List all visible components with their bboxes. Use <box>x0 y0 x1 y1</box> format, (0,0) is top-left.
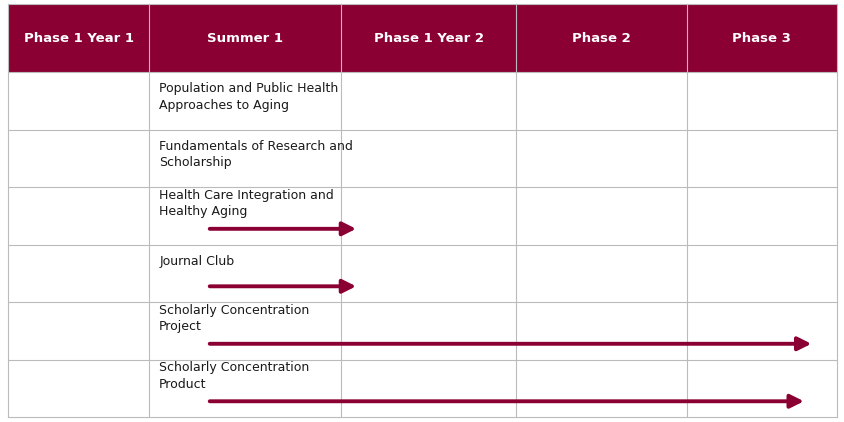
Text: Phase 3: Phase 3 <box>732 32 790 45</box>
Text: Phase 1 Year 2: Phase 1 Year 2 <box>373 32 484 45</box>
Text: Scholarly Concentration
Product: Scholarly Concentration Product <box>159 361 309 391</box>
Bar <box>8 130 836 187</box>
Text: Journal Club: Journal Club <box>159 254 234 268</box>
Bar <box>686 4 836 73</box>
Bar <box>149 4 341 73</box>
Text: Fundamentals of Research and
Scholarship: Fundamentals of Research and Scholarship <box>159 140 353 169</box>
Bar <box>341 4 516 73</box>
Bar <box>8 187 836 245</box>
Text: Population and Public Health
Approaches to Aging: Population and Public Health Approaches … <box>159 82 338 112</box>
Bar <box>8 303 836 360</box>
Text: Summer 1: Summer 1 <box>207 32 283 45</box>
Bar <box>8 73 836 130</box>
Bar <box>8 4 149 73</box>
Text: Health Care Integration and
Healthy Aging: Health Care Integration and Healthy Agin… <box>159 189 333 218</box>
Bar <box>8 360 836 417</box>
Bar <box>8 245 836 303</box>
Text: Scholarly Concentration
Project: Scholarly Concentration Project <box>159 304 309 333</box>
Text: Phase 1 Year 1: Phase 1 Year 1 <box>24 32 133 45</box>
Bar <box>516 4 686 73</box>
Text: Phase 2: Phase 2 <box>571 32 630 45</box>
